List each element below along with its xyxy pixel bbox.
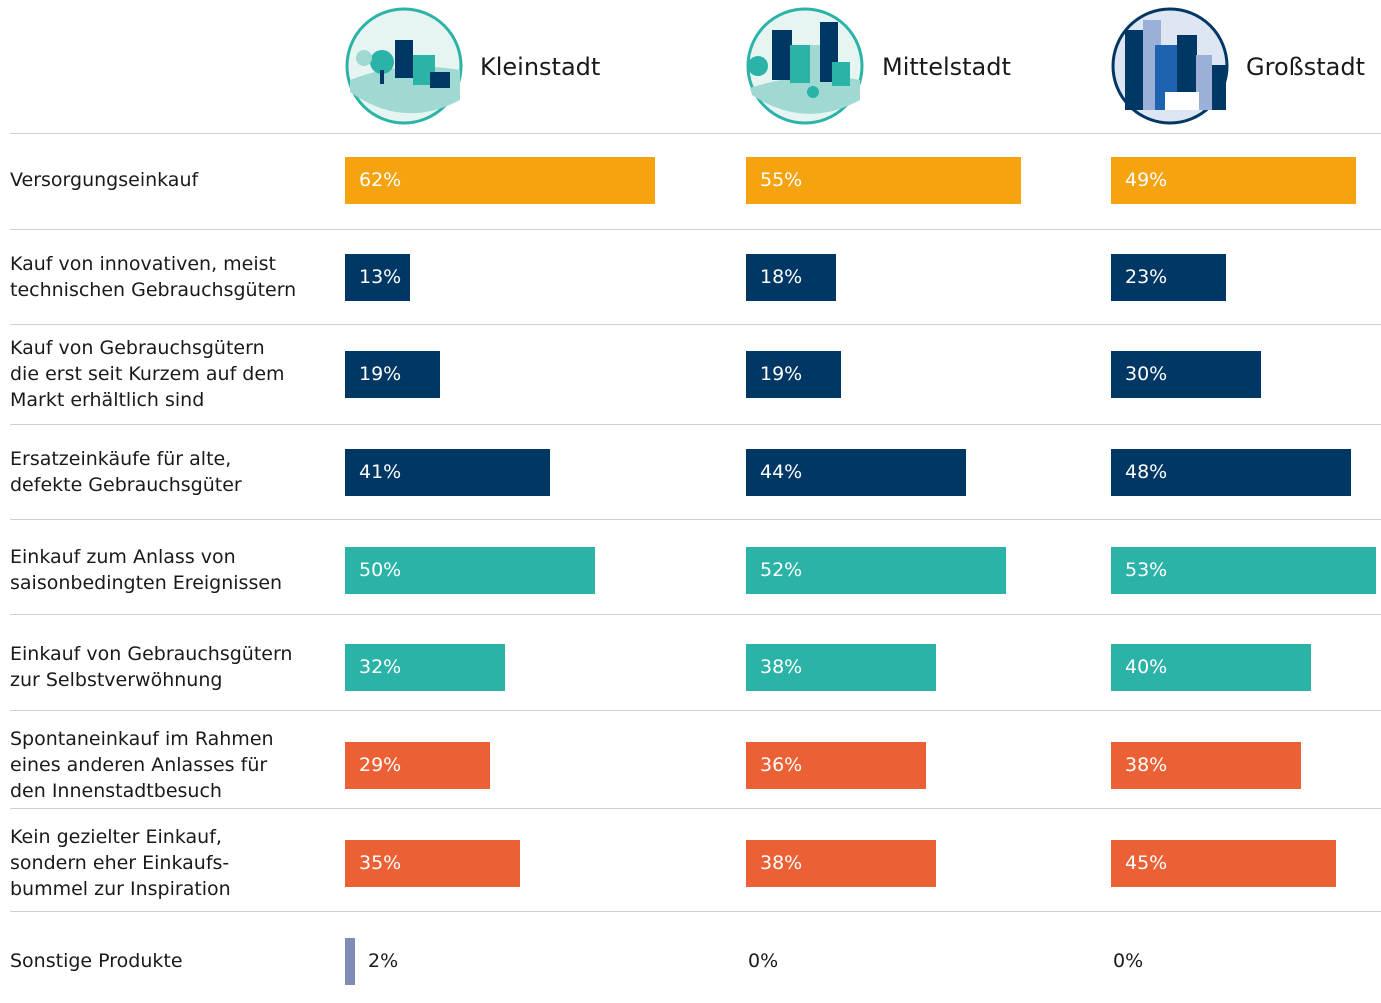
row-separator [10, 808, 1381, 809]
category-label: Einkauf von Gebrauchsgütern zur Selbstve… [10, 643, 293, 691]
bar [746, 547, 1006, 594]
bar [746, 742, 926, 789]
bar [746, 449, 966, 496]
category-label: Kauf von Gebrauchsgütern die erst seit K… [10, 337, 285, 411]
value-label: 32% [359, 656, 402, 678]
row-separator [10, 424, 1381, 425]
value-label: 55% [760, 169, 803, 191]
row-separator [10, 519, 1381, 520]
category-label: Kauf von innovativen, meist technischen … [10, 253, 297, 301]
bar [1111, 742, 1301, 789]
bar [345, 449, 550, 496]
bar [746, 157, 1021, 204]
bar [345, 742, 490, 789]
bar [746, 840, 936, 887]
row-separator [10, 133, 1381, 134]
row-separator [10, 911, 1381, 912]
value-label: 19% [359, 363, 402, 385]
value-label: 50% [359, 559, 402, 581]
value-label: 0% [748, 950, 779, 972]
row-separator [10, 614, 1381, 615]
value-label: 35% [359, 852, 402, 874]
series-header: Großstadt [1246, 53, 1366, 81]
category-label: Einkauf zum Anlass von saisonbedingten E… [10, 546, 283, 594]
bar [345, 157, 655, 204]
category-label: Sonstige Produkte [10, 950, 183, 972]
value-label: 49% [1125, 169, 1168, 191]
row-separator [10, 229, 1381, 230]
category-label: Versorgungseinkauf [10, 169, 199, 191]
bar [345, 254, 410, 301]
bar [1111, 644, 1311, 691]
icons [345, 7, 1229, 125]
value-label: 62% [359, 169, 402, 191]
value-label: 23% [1125, 266, 1168, 288]
value-label: 41% [359, 461, 402, 483]
bar [345, 547, 595, 594]
value-label: 48% [1125, 461, 1168, 483]
value-label: 38% [760, 656, 803, 678]
value-label: 18% [760, 266, 803, 288]
bar [1111, 547, 1376, 594]
category-label: Spontaneinkauf im Rahmen eines anderen A… [10, 728, 274, 802]
value-label: 0% [1113, 950, 1144, 972]
row-separator [10, 710, 1381, 711]
series-header: Mittelstadt [882, 53, 1011, 81]
value-label: 44% [760, 461, 803, 483]
bar [345, 840, 520, 887]
category-label: Ersatzeinkäufe für alte, defekte Gebrauc… [10, 448, 242, 496]
icon-grossstadt [1111, 7, 1229, 125]
bar [345, 644, 505, 691]
value-label: 38% [1125, 754, 1168, 776]
value-label: 30% [1125, 363, 1168, 385]
value-label: 52% [760, 559, 803, 581]
series-header: Kleinstadt [480, 53, 601, 81]
value-label: 40% [1125, 656, 1168, 678]
value-label: 13% [359, 266, 402, 288]
value-label: 53% [1125, 559, 1168, 581]
bar [1111, 449, 1351, 496]
value-label: 19% [760, 363, 803, 385]
row-separator [10, 324, 1381, 325]
bar [746, 644, 936, 691]
bar [345, 351, 440, 398]
value-label: 45% [1125, 852, 1168, 874]
bar [1111, 254, 1226, 301]
value-label: 38% [760, 852, 803, 874]
bar [345, 938, 355, 985]
value-label: 29% [359, 754, 402, 776]
bar [1111, 157, 1356, 204]
bar [1111, 840, 1336, 887]
bar [746, 351, 841, 398]
value-label: 2% [368, 950, 399, 972]
value-label: 36% [760, 754, 803, 776]
icon-kleinstadt [345, 7, 463, 125]
bar [746, 254, 836, 301]
icon-mittelstadt [746, 7, 864, 125]
bar [1111, 351, 1261, 398]
category-label: Kein gezielter Einkauf, sondern eher Ein… [10, 826, 231, 900]
